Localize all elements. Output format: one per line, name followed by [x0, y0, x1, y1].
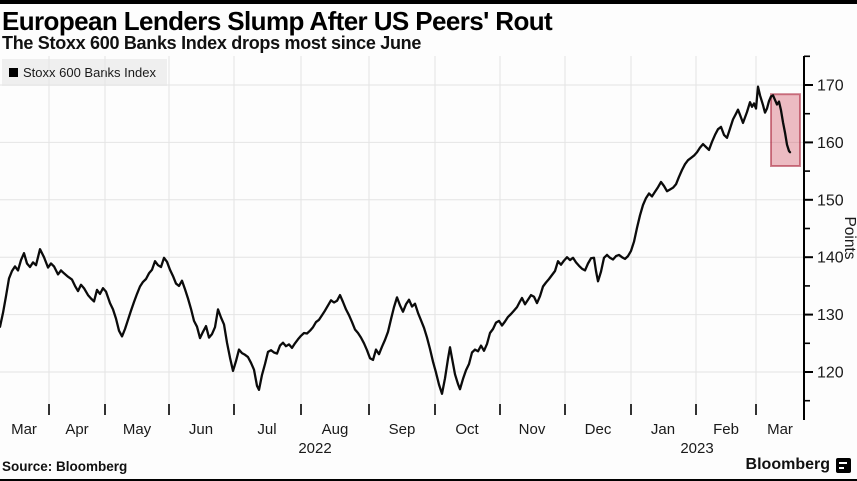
- x-axis-month-label: Dec: [585, 421, 612, 438]
- chart-title: European Lenders Slump After US Peers' R…: [2, 6, 553, 36]
- legend-marker-icon: [9, 68, 18, 77]
- x-axis-month-label: Feb: [713, 421, 739, 438]
- x-axis-month-label: Jun: [189, 421, 213, 438]
- bloomberg-logo-mark-icon: [836, 457, 851, 473]
- source-credit: Source: Bloomberg: [2, 459, 128, 474]
- bloomberg-logo-text: Bloomberg: [745, 456, 830, 473]
- y-axis-title: Points: [841, 216, 857, 259]
- x-axis-month-label: Jan: [651, 421, 675, 438]
- legend: Stoxx 600 Banks Index: [2, 59, 167, 86]
- x-axis-month-label: Oct: [455, 421, 479, 438]
- bloomberg-logo: Bloomberg: [746, 456, 851, 474]
- x-axis-month-label: Nov: [519, 421, 546, 438]
- y-axis-label: 160: [817, 135, 844, 152]
- x-axis-month-label: Mar: [767, 421, 793, 438]
- bottom-border: [0, 479, 857, 481]
- x-axis-month-label: Apr: [65, 421, 88, 438]
- x-axis-year-label: 2023: [680, 440, 713, 457]
- chart-subtitle: The Stoxx 600 Banks Index drops most sin…: [2, 33, 422, 53]
- y-axis-label: 150: [817, 192, 844, 209]
- top-border: [0, 0, 857, 4]
- y-axis-label: 130: [817, 307, 844, 324]
- legend-label: Stoxx 600 Banks Index: [23, 65, 156, 80]
- y-axis-label: 170: [817, 78, 844, 95]
- y-axis-label: 140: [817, 250, 844, 267]
- x-axis-month-label: Aug: [322, 421, 349, 438]
- x-axis-month-label: Jul: [257, 421, 276, 438]
- series-line: [0, 85, 792, 395]
- x-axis-year-label: 2022: [298, 440, 331, 457]
- x-axis-month-label: Mar: [11, 421, 37, 438]
- y-axis-label: 120: [817, 365, 844, 382]
- x-axis-month-label: Sep: [389, 421, 416, 438]
- x-axis-month-label: May: [123, 421, 152, 438]
